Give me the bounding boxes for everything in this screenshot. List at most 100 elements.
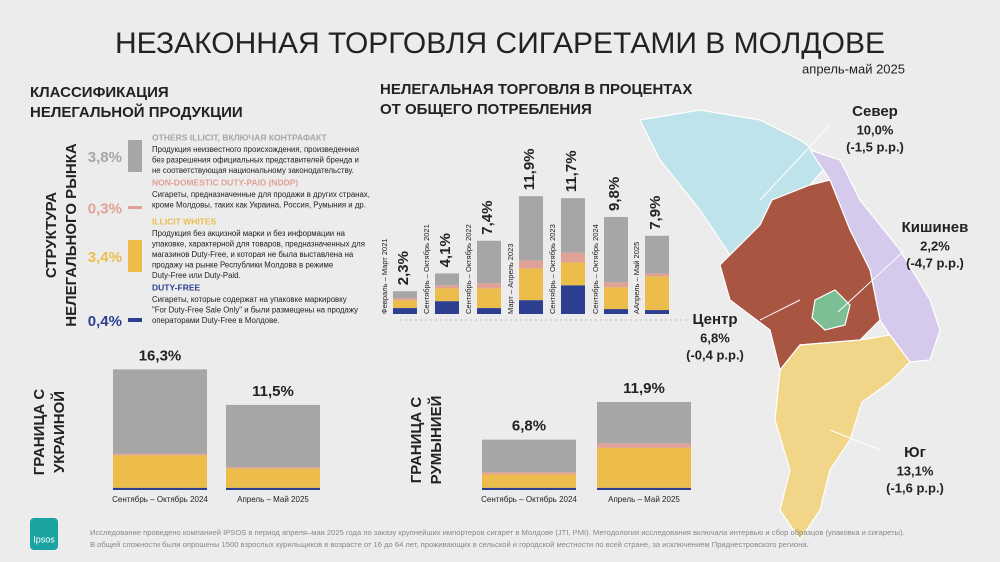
bar-group: Сентябрь – Октябрь 2021: [422, 224, 431, 314]
total-group: 4,1%: [437, 233, 454, 267]
bar-segment: [519, 196, 543, 261]
x-tick-label: Апрель – Май 2025: [237, 495, 309, 504]
legend-swatch: [128, 140, 142, 172]
total-label: 2,3%: [395, 251, 412, 285]
region-value: 6,8%: [700, 330, 730, 345]
total-group: 7,9%: [647, 196, 664, 230]
total-group: 11,7%: [563, 150, 580, 192]
axis-label: РУМЫНИЕЙ: [427, 396, 445, 485]
footer-text: В общей сложности были опрошены 1500 взр…: [90, 540, 809, 549]
axis-label: ГРАНИЦА С: [408, 397, 425, 484]
total-label: 11,7%: [563, 150, 580, 192]
legend-name: ILLICIT WHITES: [152, 216, 217, 226]
legend-name: NON-DOMESTIC DUTY-PAID (NDDP): [152, 177, 298, 187]
bar-segment: [561, 262, 585, 286]
legend-text: Сигареты, которые содержат на упаковке м…: [152, 295, 347, 304]
bar-segment: [604, 282, 628, 288]
bar-group: Февраль – Март 2021: [380, 238, 389, 314]
bar-segment: [561, 252, 585, 263]
bar-group: Сентябрь – Октябрь 2024: [591, 224, 600, 314]
bar-segment: [482, 439, 576, 473]
legend-text: Duty-Free или Duty-Paid.: [152, 271, 241, 280]
bar-segment: [561, 198, 585, 253]
x-tick-label: Сентябрь – Октябрь 2024: [591, 224, 600, 314]
legend-text: кроме Молдовы, таких как Украина, Россия…: [152, 201, 366, 210]
legend-swatch: [128, 318, 142, 322]
legend-name: DUTY-FREE: [152, 282, 201, 292]
region-value: 13,1%: [897, 463, 934, 478]
bar-segment: [519, 300, 543, 314]
region-name: Север: [852, 103, 898, 120]
bar-segment: [482, 472, 576, 475]
legend-text: операторами Duty-Free в Молдове.: [152, 316, 280, 325]
bar-segment: [561, 285, 585, 314]
bar-segment: [482, 474, 576, 488]
legend-text: упаковке, характерной для товаров, предн…: [152, 240, 365, 249]
axis-label: НЕЛЕГАЛЬНОГО РЫНКА: [63, 143, 80, 327]
x-tick-label: Сентябрь – Октябрь 2022: [464, 224, 473, 314]
region-value: 10,0%: [857, 122, 894, 137]
bar-segment: [645, 273, 669, 277]
legend-text: "For Duty-Free Sale Only" и были размеще…: [152, 306, 358, 315]
bar-segment: [519, 268, 543, 301]
bar-segment: [226, 467, 320, 469]
x-tick-label: Март – Апрель 2023: [506, 244, 515, 315]
legend-text: продажу на рынке Республики Молдова в ре…: [152, 261, 333, 270]
legend-text: без разрешения официальных представителе…: [152, 156, 359, 165]
total-label: 11,9%: [521, 148, 538, 190]
bar-segment: [435, 301, 459, 314]
region-name: Юг: [904, 444, 926, 461]
bar-segment: [604, 216, 628, 283]
bar-group: AАпрель – Май 2025: [632, 242, 641, 314]
axis-label: СТРУКТУРА: [43, 192, 60, 278]
bar-segment: [477, 288, 501, 309]
bar-segment: [477, 283, 501, 289]
total-label: 16,3%: [139, 347, 182, 364]
footer-text: Исследование проведено компанией IPSOS в…: [90, 528, 905, 537]
bar-segment: [645, 276, 669, 311]
total-label: 7,4%: [479, 201, 496, 235]
x-tick-label: Апрель – Май 2025: [608, 495, 680, 504]
x-tick-label: Сентябрь – Октябрь 2024: [112, 495, 208, 504]
total-group: 11,9%: [521, 148, 538, 190]
bar-segment: [393, 300, 417, 309]
legend-value: 3,8%: [88, 149, 122, 166]
region-change: (-4,7 p.p.): [906, 255, 964, 270]
bar-segment: [597, 487, 691, 490]
total-group: 2,3%: [395, 251, 412, 285]
total-label: 7,9%: [647, 196, 664, 230]
bar-group: Сентябрь – Октябрь 2022: [464, 224, 473, 314]
region-south: [774, 334, 911, 542]
x-tick-label: Сентябрь – Октябрь 2023: [548, 224, 557, 314]
bar-segment: [393, 298, 417, 301]
bar-segment: [604, 309, 628, 314]
legend-value: 0,4%: [88, 313, 122, 330]
section-title: КЛАССИФИКАЦИЯ: [30, 84, 169, 101]
total-label: 9,8%: [606, 177, 623, 211]
map: [639, 109, 941, 542]
section-title: ОТ ОБЩЕГО ПОТРЕБЛЕНИЯ: [380, 101, 592, 118]
region-change: (-1,5 p.p.): [846, 139, 904, 154]
region-name: Кишинев: [902, 219, 969, 236]
bar-segment: [435, 288, 459, 302]
legend-text: не соответствующая национальному законод…: [152, 166, 354, 175]
x-tick-label: Сентябрь – Октябрь 2024: [481, 495, 577, 504]
legend-name: OTHERS ILLICIT, ВКЛЮЧАЯ КОНТРАФАКТ: [152, 132, 327, 142]
bar-group: Март – Апрель 2023: [506, 244, 515, 315]
bar-group: Сентябрь – Октябрь 2023: [548, 224, 557, 314]
section-title: НЕЛЕГАЛЬНОЙ ПРОДУКЦИИ: [30, 103, 243, 121]
total-label: 6,8%: [512, 418, 546, 435]
axis-label: ГРАНИЦА С: [31, 389, 48, 476]
x-tick-label: Сентябрь – Октябрь 2021: [422, 224, 431, 314]
total-group: 9,8%: [606, 177, 623, 211]
bar-segment: [645, 310, 669, 314]
x-tick-label: AАпрель – Май 2025: [632, 242, 641, 314]
bar-segment: [597, 443, 691, 448]
legend-swatch: [128, 206, 142, 209]
bar-segment: [477, 240, 501, 284]
page-title: НЕЗАКОННАЯ ТОРГОВЛЯ СИГАРЕТАМИ В МОЛДОВЕ: [115, 27, 885, 60]
bar-segment: [477, 308, 501, 314]
x-tick-label: Февраль – Март 2021: [380, 238, 389, 314]
bar-segment: [482, 487, 576, 490]
bar-segment: [519, 260, 543, 269]
